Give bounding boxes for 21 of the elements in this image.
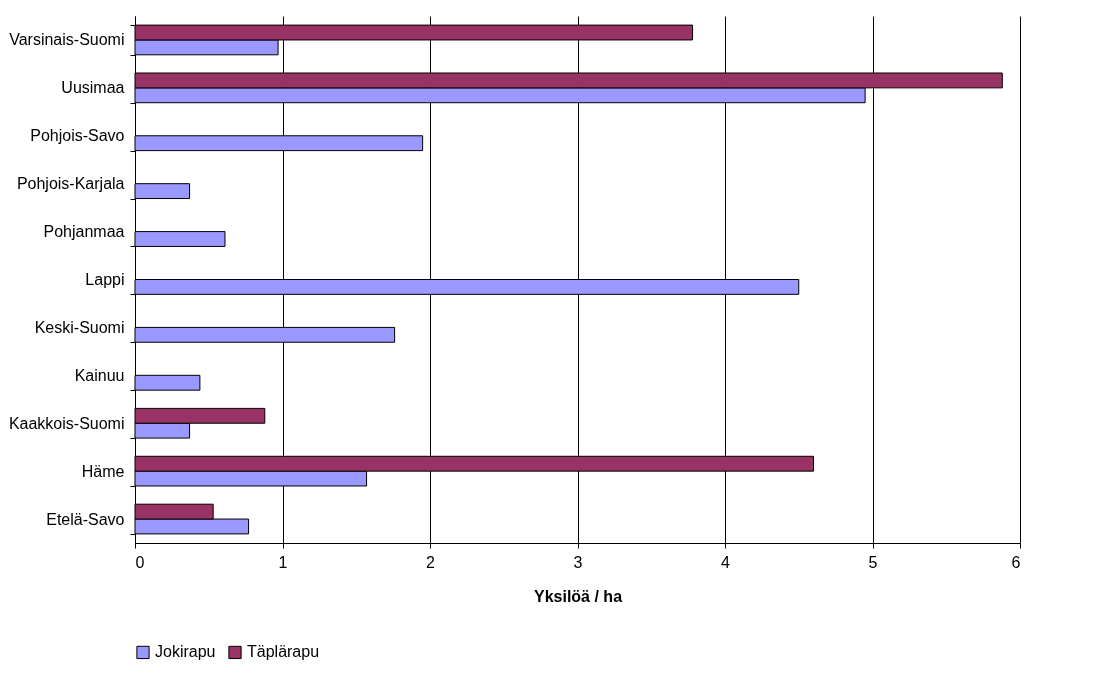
x-axis-title: Yksilöä / ha xyxy=(533,587,623,605)
x-tick-label: 0 xyxy=(135,553,145,571)
y-tick-label: Etelä-Savo xyxy=(46,510,125,528)
x-tick-label: 2 xyxy=(426,553,436,571)
x-tick-label: 1 xyxy=(278,553,288,571)
y-tick-label: Pohjois-Karjala xyxy=(16,175,125,193)
x-tick-label: 4 xyxy=(721,553,731,571)
x-tick-label: 6 xyxy=(1011,553,1021,571)
y-tick-label: Keski-Suomi xyxy=(34,318,125,336)
y-tick-label: Uusimaa xyxy=(61,79,125,97)
y-tick-label: Kainuu xyxy=(74,366,125,384)
y-tick-label: Häme xyxy=(81,462,125,480)
y-tick-label: Pohjanmaa xyxy=(43,223,125,241)
y-tick-label: Varsinais-Suomi xyxy=(9,31,125,49)
y-tick-label: Lappi xyxy=(85,271,125,288)
y-tick-label: Pohjois-Savo xyxy=(30,127,125,145)
x-tick-label: 3 xyxy=(573,553,583,571)
y-tick-label: Kaakkois-Suomi xyxy=(8,414,125,432)
x-tick-label: 5 xyxy=(868,553,878,571)
legend-label: Jokirapu xyxy=(155,643,216,661)
legend-label: Täplärapu xyxy=(247,643,320,661)
